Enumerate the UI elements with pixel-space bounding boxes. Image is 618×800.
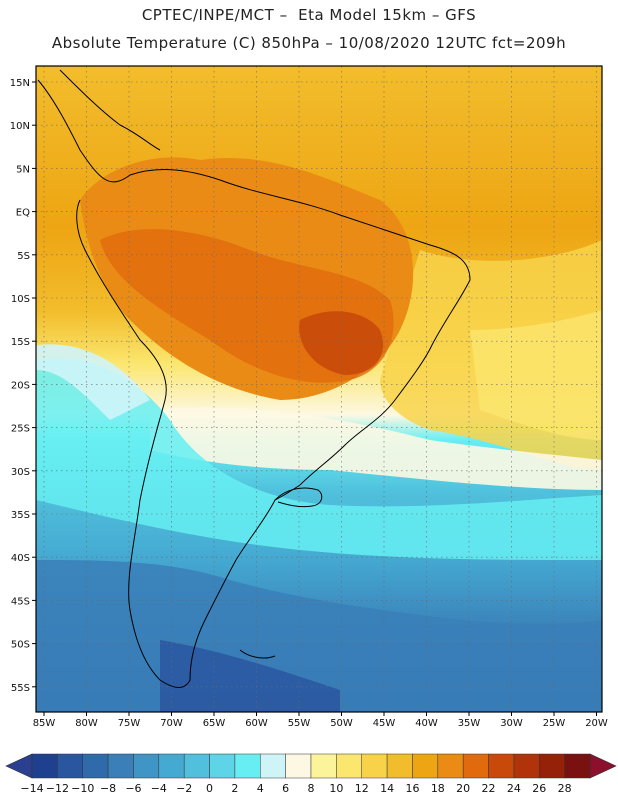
colorbar-label: −4: [151, 782, 167, 795]
colorbar-swatch: [310, 753, 337, 779]
colorbar-label: 2: [231, 782, 238, 795]
hottest-core-region: [299, 311, 384, 375]
lon-label: 40W: [415, 718, 438, 729]
colorbar-label: 18: [431, 782, 445, 795]
colorbar-swatch: [462, 753, 489, 779]
coldest-region: [160, 640, 340, 712]
lat-label: 5N: [16, 164, 30, 175]
colorbar-swatch: [107, 753, 134, 779]
lon-label: 35W: [458, 718, 481, 729]
colorbar-swatch: [539, 753, 565, 779]
colorbar-label: 24: [507, 782, 521, 795]
colorbar-label: −12: [46, 782, 69, 795]
longitude-axis: 85W 80W 75W 70W 65W 60W 55W 50W 45W 40W 35W 30W 25W 2…: [33, 712, 608, 729]
colorbar-label: 20: [456, 782, 470, 795]
colorbar-swatch: [82, 753, 109, 779]
colorbar-swatch: [209, 753, 236, 779]
lat-label: 55S: [11, 683, 30, 694]
colorbar-over-arrow: [589, 753, 617, 779]
colorbar-swatch: [183, 753, 210, 779]
colorbar-label: 22: [482, 782, 496, 795]
lon-label: 45W: [373, 718, 396, 729]
colorbar-swatch: [285, 753, 312, 779]
colorbar: −14 −12 −10 −8 −6 −4 −2 0 2 4 6 8 10 12 14 16 18 20 22 24 26…: [5, 753, 617, 795]
lon-label: 65W: [203, 718, 226, 729]
colorbar-label: 8: [308, 782, 315, 795]
colorbar-swatch: [513, 753, 540, 779]
lon-label: 80W: [75, 718, 98, 729]
lat-label: 5S: [17, 251, 30, 262]
lon-label: 20W: [585, 718, 608, 729]
colorbar-swatch: [158, 753, 185, 779]
lat-label: 10S: [11, 294, 30, 305]
colorbar-label: 28: [558, 782, 572, 795]
colorbar-label: 16: [405, 782, 419, 795]
coastlines: [37, 69, 471, 688]
lat-label: 40S: [11, 553, 30, 564]
colorbar-swatch: [564, 753, 591, 779]
colorbar-label: 6: [282, 782, 289, 795]
lat-label: 45S: [11, 596, 30, 607]
pale-band: [150, 407, 602, 490]
lon-label: 85W: [33, 718, 56, 729]
lat-label: 20S: [11, 380, 30, 391]
lat-label: EQ: [16, 208, 30, 219]
map-title-line2: Absolute Temperature (C) 850hPa – 10/08/…: [51, 34, 567, 52]
colorbar-swatch: [488, 753, 515, 779]
colorbar-label: 0: [206, 782, 213, 795]
colorbar-swatch: [57, 753, 83, 779]
lat-label: 50S: [11, 640, 30, 651]
colorbar-swatch: [412, 753, 439, 779]
colorbar-label: 4: [257, 782, 264, 795]
colorbar-label: −10: [71, 782, 94, 795]
lon-label: 75W: [118, 718, 141, 729]
lon-label: 55W: [288, 718, 311, 729]
colorbar-swatch: [260, 753, 286, 779]
pale-cyan-region: [36, 344, 150, 420]
colorbar-label: 14: [380, 782, 394, 795]
falklands-coast: [239, 649, 276, 659]
lon-label: 50W: [330, 718, 353, 729]
colorbar-label: 12: [355, 782, 369, 795]
colorbar-swatch: [133, 753, 160, 779]
lat-label: 30S: [11, 467, 30, 478]
colorbar-swatch: [437, 753, 464, 779]
lon-label: 70W: [160, 718, 183, 729]
colorbar-swatch: [31, 753, 58, 779]
colorbar-swatch: [336, 753, 362, 779]
plot-frame: [35, 65, 603, 713]
colorbar-label: −6: [125, 782, 141, 795]
colorbar-under-arrow: [5, 753, 33, 779]
lat-label: 35S: [11, 510, 30, 521]
colorbar-label: −2: [176, 782, 192, 795]
south-america-coast: [37, 79, 471, 688]
colorbar-label: 10: [329, 782, 343, 795]
colorbar-label: −14: [20, 782, 43, 795]
cyan-band: [36, 358, 602, 560]
latitude-axis: 15N 10N 5N EQ 5S 10S 15S 20S 25S 30S 35S 40S 45S 50S 5…: [10, 78, 36, 694]
colorbar-swatch: [361, 753, 388, 779]
central-america-coast: [59, 69, 161, 151]
lon-label: 25W: [543, 718, 566, 729]
lon-label: 30W: [500, 718, 523, 729]
lat-label: 25S: [11, 424, 30, 435]
rio-de-la-plata-coast: [274, 487, 323, 508]
map-title-line1: CPTEC/INPE/MCT – Eta Model 15km – GFS: [141, 6, 477, 24]
atlantic-yellow-region: [470, 310, 602, 440]
lat-label: 10N: [10, 121, 30, 132]
colorbar-swatch: [386, 753, 413, 779]
lat-label: 15S: [11, 337, 30, 348]
lon-label: 60W: [245, 718, 268, 729]
colorbar-label: 26: [532, 782, 546, 795]
colorbar-swatch: [234, 753, 261, 779]
lat-label: 15N: [10, 78, 30, 89]
colorbar-label: −8: [100, 782, 116, 795]
